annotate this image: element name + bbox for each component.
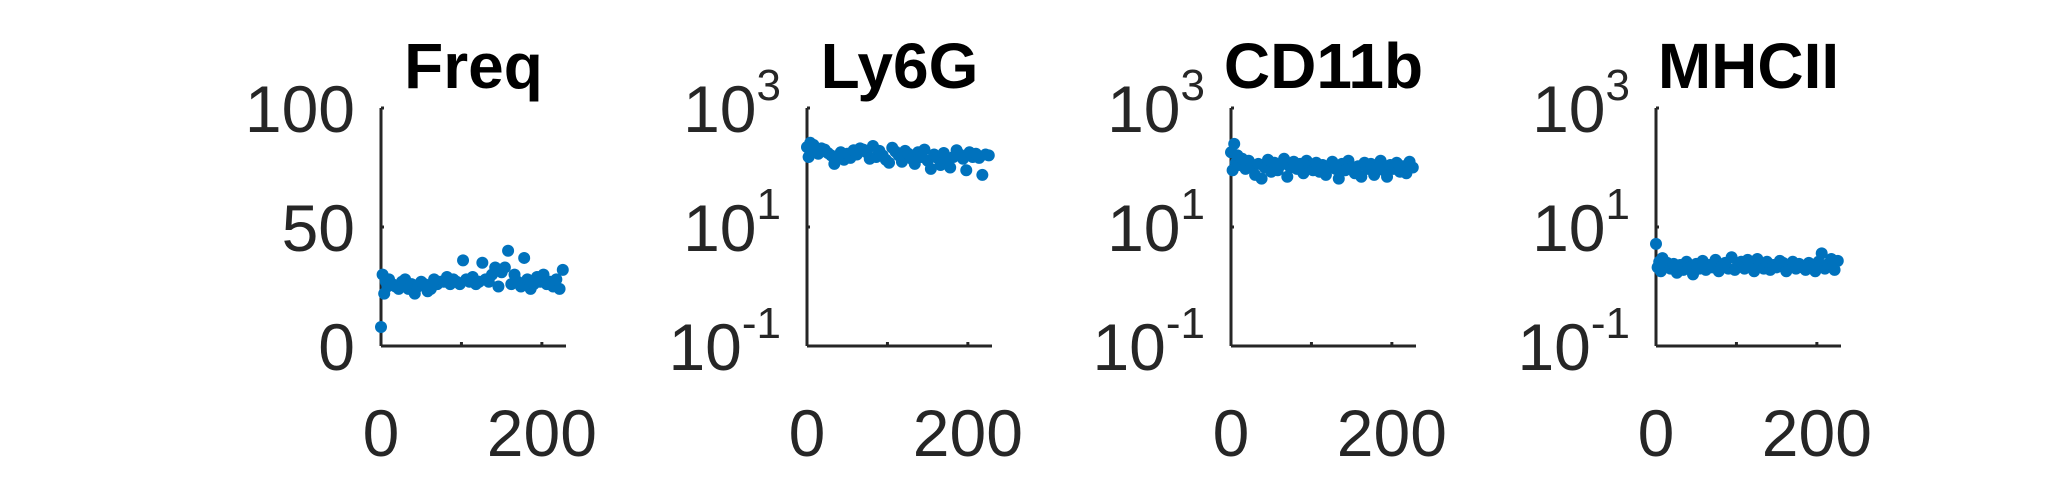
freq-x-tick-label: 0 (363, 396, 400, 470)
ly6g-x-tick-label: 0 (789, 396, 826, 470)
cd11b-y-tick-exponent: 3 (1181, 61, 1205, 110)
cd11b-data-point (1332, 172, 1345, 185)
mhcii-y-tick-label: 103 (1532, 61, 1630, 146)
ly6g-data-point (895, 155, 908, 168)
freq-y-tick-label: 50 (282, 191, 355, 265)
freq-data-point (498, 261, 511, 274)
ly6g-data-point (944, 161, 957, 174)
ly6g-data-point (976, 168, 989, 181)
mhcii-data-point (1809, 265, 1822, 278)
ly6g-x-tick-label: 200 (913, 396, 1023, 470)
mhcii-data-point (1815, 247, 1828, 260)
mhcii-y-tick-base: 10 (1532, 191, 1605, 265)
cd11b-data-point (1255, 172, 1268, 185)
ly6g-y-tick-label: 103 (683, 61, 781, 146)
freq-data-point (553, 282, 566, 295)
freq-x-tick-label: 200 (487, 396, 597, 470)
cd11b-y-tick-base: 10 (1107, 191, 1180, 265)
cd11b-y-tick-label: 103 (1107, 61, 1205, 146)
freq-data-point (556, 263, 569, 276)
freq-title: Freq (404, 30, 543, 102)
ly6g-data-point (960, 164, 973, 177)
cd11b-data-point (1406, 161, 1419, 174)
freq-y-tick-label: 100 (245, 72, 355, 146)
mhcii-x-tick-label: 0 (1638, 396, 1675, 470)
ly6g-y-tick-exponent: -1 (742, 299, 781, 348)
freq-data-point (502, 244, 515, 257)
ly6g-y-tick-base: 10 (683, 191, 756, 265)
cd11b-y-tick-exponent: 1 (1181, 180, 1205, 229)
cd11b-x-tick-label: 0 (1213, 396, 1250, 470)
cd11b-y-tick-exponent: -1 (1166, 299, 1205, 348)
freq-y-tick-label: 0 (318, 310, 355, 384)
mhcii-y-tick-exponent: 1 (1606, 180, 1630, 229)
freq-panel: Freq 0 50 100 0 200 (245, 30, 597, 470)
freq-data-point (550, 273, 563, 286)
mhcii-y-tick-label: 10-1 (1517, 299, 1630, 384)
mhcii-y-tick-exponent: 3 (1606, 61, 1630, 110)
mhcii-y-tick-label: 101 (1532, 180, 1630, 265)
cd11b-data-point (1228, 137, 1241, 150)
ly6g-y-tick-exponent: 1 (757, 180, 781, 229)
cd11b-y-tick-label: 10-1 (1092, 299, 1205, 384)
mhcii-data-point (1828, 263, 1841, 276)
mhcii-data-point (1650, 237, 1662, 250)
cd11b-y-tick-base: 10 (1107, 72, 1180, 146)
cd11b-data-point (1374, 154, 1387, 167)
cd11b-data-point (1281, 170, 1294, 183)
freq-data-point (492, 280, 505, 293)
cd11b-x-tick-label: 200 (1337, 396, 1447, 470)
ly6g-y-tick-label: 10-1 (668, 299, 781, 384)
ly6g-data-point (982, 149, 995, 162)
ly6g-data-point (924, 162, 937, 175)
ly6g-data-point (918, 143, 931, 156)
ly6g-y-tick-exponent: 3 (757, 61, 781, 110)
mhcii-x-tick-label: 200 (1762, 396, 1872, 470)
ly6g-y-tick-base: 10 (683, 72, 756, 146)
freq-data-point (476, 256, 489, 269)
mhcii-y-tick-base: 10 (1517, 310, 1590, 384)
mhcii-y-tick-exponent: -1 (1591, 299, 1630, 348)
freq-data-point (375, 320, 387, 333)
cd11b-title: CD11b (1224, 30, 1423, 102)
ly6g-y-tick-base: 10 (668, 310, 741, 384)
cd11b-data-point (1278, 152, 1291, 165)
mhcii-y-tick-base: 10 (1532, 72, 1605, 146)
mhcii-data-point (1831, 254, 1844, 267)
cd11b-y-tick-label: 101 (1107, 180, 1205, 265)
ly6g-data-point (883, 156, 896, 169)
ly6g-title: Ly6G (821, 30, 979, 102)
freq-data-point (518, 251, 531, 264)
mhcii-title: MHCII (1658, 30, 1839, 102)
freq-data-point (457, 254, 470, 267)
cd11b-y-tick-base: 10 (1092, 310, 1165, 384)
ly6g-y-tick-label: 101 (683, 180, 781, 265)
